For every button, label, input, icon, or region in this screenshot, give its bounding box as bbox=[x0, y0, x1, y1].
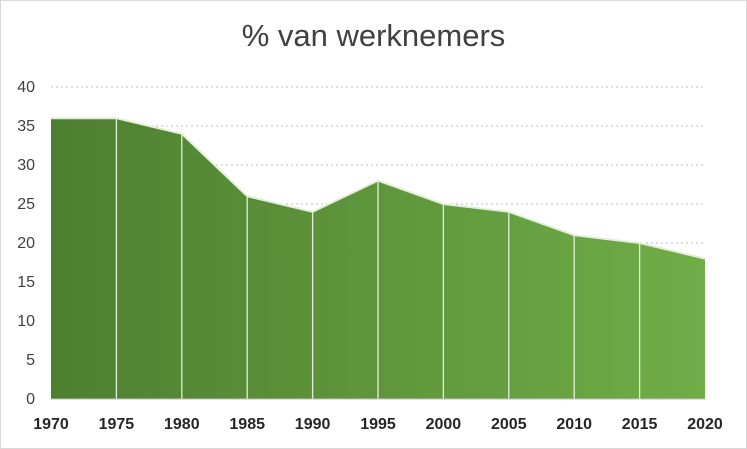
y-axis-ticks: 0 5 10 15 20 25 30 35 40 bbox=[17, 79, 35, 408]
y-tick-label: 25 bbox=[17, 196, 35, 213]
y-tick-label: 30 bbox=[17, 157, 35, 174]
x-tick-label: 2020 bbox=[687, 416, 723, 433]
x-tick-label: 2010 bbox=[556, 416, 592, 433]
x-tick-label: 1985 bbox=[229, 416, 265, 433]
y-tick-label: 5 bbox=[26, 352, 35, 369]
x-tick-label: 1980 bbox=[164, 416, 200, 433]
y-tick-label: 0 bbox=[26, 391, 35, 408]
x-tick-label: 2000 bbox=[426, 416, 462, 433]
x-axis-ticks: 1970 1975 1980 1985 1990 1995 2000 2005 2010 2015… bbox=[33, 416, 723, 433]
chart-title: % van werknemers bbox=[241, 18, 506, 53]
y-tick-label: 35 bbox=[17, 118, 35, 135]
x-tick-label: 1990 bbox=[295, 416, 331, 433]
x-tick-label: 2015 bbox=[622, 416, 658, 433]
x-tick-label: 2005 bbox=[491, 416, 527, 433]
y-tick-label: 10 bbox=[17, 313, 35, 330]
y-tick-label: 20 bbox=[17, 235, 35, 252]
x-tick-label: 1970 bbox=[33, 416, 69, 433]
x-tick-label: 1995 bbox=[360, 416, 396, 433]
y-tick-label: 40 bbox=[17, 79, 35, 96]
drop-lines bbox=[51, 118, 705, 400]
x-tick-label: 1975 bbox=[99, 416, 135, 433]
y-tick-label: 15 bbox=[17, 274, 35, 291]
